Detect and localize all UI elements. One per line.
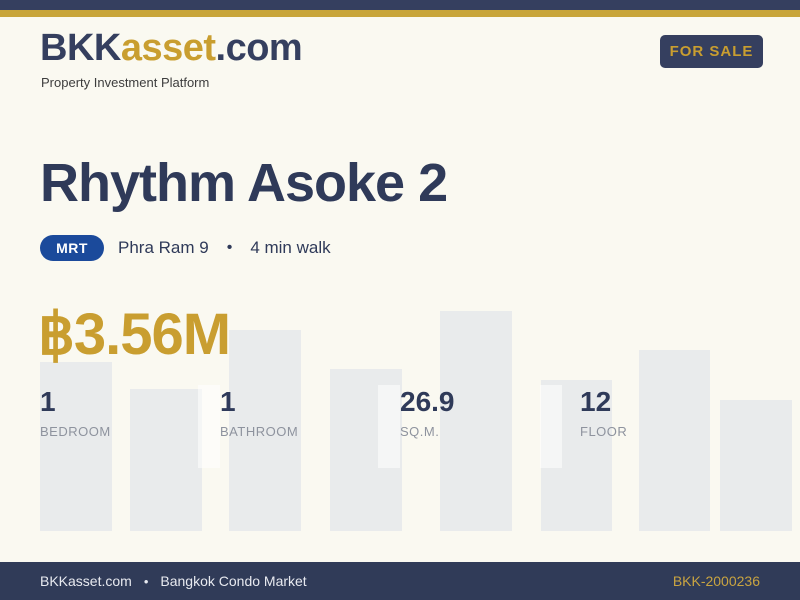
logo-asset: asset xyxy=(120,27,216,69)
mrt-badge: MRT xyxy=(40,235,104,261)
station-name: Phra Ram 9 xyxy=(118,238,209,257)
footer-market: Bangkok Condo Market xyxy=(160,573,307,589)
top-navy-stripe xyxy=(0,0,800,10)
brand-logo: BKKasset.com xyxy=(40,27,303,70)
stat-label: BATHROOM xyxy=(220,424,299,439)
bullet-separator: • xyxy=(143,573,149,589)
stat-column-divider xyxy=(378,385,400,468)
for-sale-badge: FOR SALE xyxy=(660,35,763,68)
stat-label: BEDROOM xyxy=(40,424,111,439)
footer-bar: BKKasset.com • Bangkok Condo Market BKK-… xyxy=(0,562,800,600)
logo-com: .com xyxy=(215,27,303,69)
stat-value: 12 xyxy=(580,386,612,417)
stat-value: 1 xyxy=(220,386,236,417)
stat-bathroom: 1 BATHROOM xyxy=(220,386,380,440)
stat-column-divider xyxy=(198,385,220,468)
footer-brand: BKKasset.com xyxy=(40,573,132,589)
property-title: Rhythm Asoke 2 xyxy=(40,153,448,213)
building-bar xyxy=(229,330,301,531)
stat-value: 26.9 xyxy=(400,386,455,417)
stats-row: 1 BEDROOM 1 BATHROOM 26.9 SQ.M. 12 FLOOR xyxy=(0,388,800,448)
bullet-separator: • xyxy=(226,239,233,256)
building-bar xyxy=(130,389,202,531)
walk-time: 4 min walk xyxy=(250,238,331,257)
stat-value: 1 xyxy=(40,386,56,417)
transit-row: MRT Phra Ram 9 • 4 min walk xyxy=(40,234,331,262)
listing-reference: BKK-2000236 xyxy=(672,573,760,589)
stat-label: SQ.M. xyxy=(400,424,440,439)
building-bar xyxy=(40,362,112,531)
logo-bkk: BKK xyxy=(40,27,121,69)
top-gold-stripe xyxy=(0,10,800,17)
footer-left: BKKasset.com • Bangkok Condo Market xyxy=(40,573,307,589)
brand-tagline: Property Investment Platform xyxy=(41,75,210,90)
building-bar xyxy=(639,350,710,531)
stat-bedroom: 1 BEDROOM xyxy=(40,386,200,440)
building-bar xyxy=(440,311,512,531)
building-bar xyxy=(720,400,792,531)
stat-column-divider xyxy=(540,385,562,468)
stat-label: FLOOR xyxy=(580,424,628,439)
stat-size: 26.9 SQ.M. xyxy=(400,386,560,440)
stat-floor: 12 FLOOR xyxy=(580,386,740,440)
price-value: ฿3.56M xyxy=(38,302,231,367)
